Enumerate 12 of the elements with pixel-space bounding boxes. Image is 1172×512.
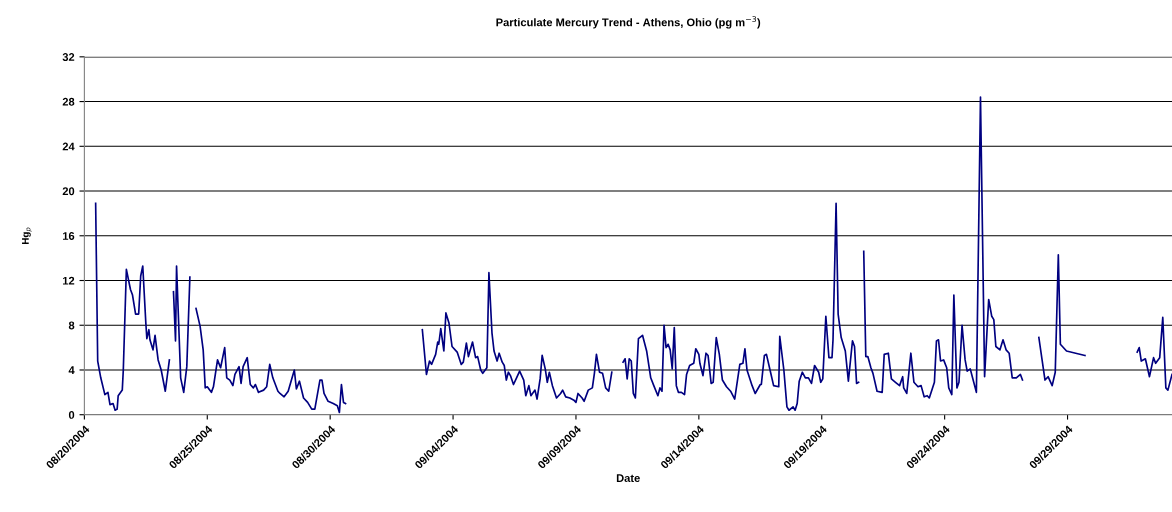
chart-title: Particulate Mercury Trend - Athens, Ohio (pg m$^{−3}$): [496, 16, 761, 29]
y-tick-label: 16: [63, 232, 75, 240]
y-tick-label: 8: [68, 321, 75, 330]
y-tick-label: 0: [68, 410, 75, 419]
y-tick-label: 28: [62, 97, 75, 106]
y-tick-label: 32: [62, 53, 75, 61]
y-tick-label: 4: [68, 366, 75, 375]
y-tick-label: 24: [62, 142, 75, 151]
x-axis-title: Date: [616, 474, 640, 483]
y-axis-title: Hg$_{p}$: [22, 227, 32, 244]
y-tick-label: 20: [62, 187, 75, 196]
y-tick-label: 12: [63, 276, 75, 285]
